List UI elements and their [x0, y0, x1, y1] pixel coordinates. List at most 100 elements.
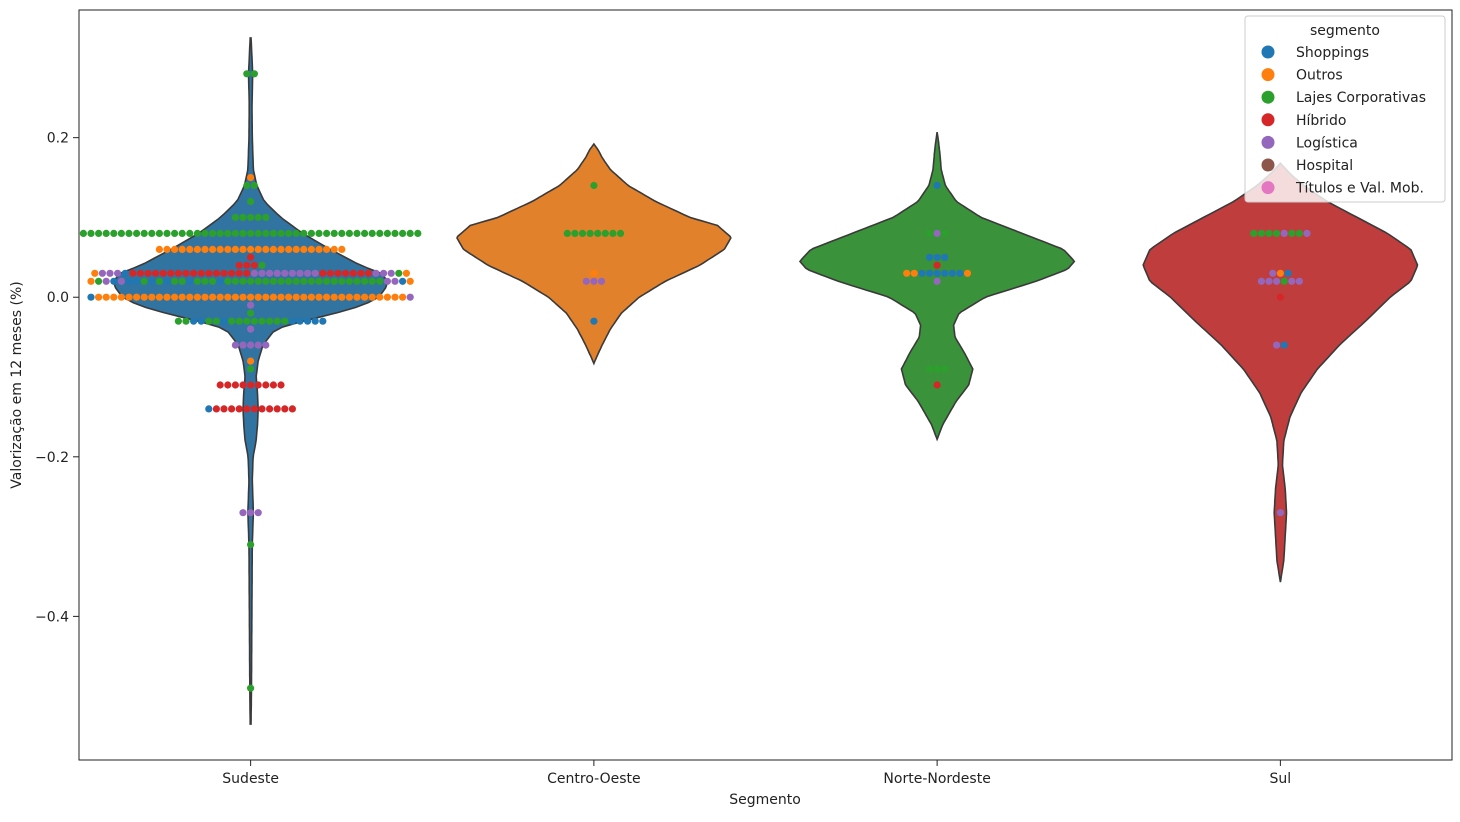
point-norte-nordeste-hibrido: [933, 381, 941, 389]
point-sul-logistica: [1280, 229, 1288, 237]
point-sudeste-hibrido: [254, 381, 262, 389]
point-sudeste-lajes-corporativas: [209, 277, 217, 285]
plot-frame: [78, 9, 1453, 761]
point-sudeste-lajes-corporativas: [269, 277, 277, 285]
point-centro-oeste-logistica: [597, 277, 606, 285]
point-sudeste-shoppings: [296, 317, 304, 325]
point-sudeste-hibrido: [220, 269, 228, 277]
point-sudeste-lajes-corporativas: [330, 277, 338, 285]
point-sudeste-lajes-corporativas: [140, 277, 148, 285]
point-sudeste-outros: [315, 293, 323, 301]
point-sudeste-hibrido: [319, 269, 327, 277]
point-sudeste-lajes-corporativas: [239, 213, 247, 221]
point-sudeste-shoppings: [121, 269, 129, 277]
point-sudeste-lajes-corporativas: [345, 229, 353, 237]
point-sudeste-outros: [262, 245, 270, 253]
point-sudeste-hibrido: [231, 381, 239, 389]
point-sudeste-outros: [193, 293, 201, 301]
point-sudeste-outros: [391, 293, 399, 301]
point-sudeste-lajes-corporativas: [247, 213, 255, 221]
point-sudeste-outros: [231, 245, 239, 253]
point-sul-lajes-corporativas: [1288, 229, 1296, 237]
point-sul-logistica: [1276, 509, 1284, 517]
point-sul-logistica: [1295, 277, 1303, 285]
point-sudeste-logistica: [304, 269, 312, 277]
point-sudeste-hibrido: [182, 269, 190, 277]
point-sudeste-logistica: [372, 269, 380, 277]
point-sudeste-lajes-corporativas: [285, 277, 293, 285]
point-sudeste-hibrido: [174, 269, 182, 277]
point-sudeste-outros: [171, 293, 179, 301]
point-sudeste-hibrido: [228, 269, 236, 277]
point-sul-logistica: [1288, 277, 1296, 285]
point-centro-oeste-lajes-corporativas: [571, 229, 579, 237]
point-sudeste-shoppings: [319, 317, 327, 325]
point-sudeste-hibrido: [235, 261, 243, 269]
point-sudeste-lajes-corporativas: [247, 309, 255, 317]
point-norte-nordeste-lajes-corporativas: [941, 365, 949, 373]
point-sudeste-lajes-corporativas: [239, 277, 247, 285]
point-sudeste-hibrido: [235, 405, 243, 413]
point-sudeste-logistica: [117, 277, 125, 285]
point-sudeste-lajes-corporativas: [277, 229, 285, 237]
point-norte-nordeste-shoppings: [925, 269, 934, 277]
point-sudeste-lajes-corporativas: [224, 277, 232, 285]
point-centro-oeste-lajes-corporativas: [601, 229, 609, 237]
point-sudeste-lajes-corporativas: [345, 277, 353, 285]
point-sudeste-shoppings: [205, 405, 213, 413]
legend-label-hospital: Hospital: [1296, 158, 1353, 174]
point-sudeste-hibrido: [247, 253, 255, 261]
point-sudeste-lajes-corporativas: [163, 229, 171, 237]
point-centro-oeste-outros: [590, 269, 598, 277]
legend-marker-outros: [1261, 68, 1275, 82]
point-sudeste-logistica: [247, 509, 255, 517]
point-sudeste-outros: [307, 293, 315, 301]
point-sudeste-outros: [178, 245, 186, 253]
point-sudeste-lajes-corporativas: [353, 229, 361, 237]
point-sudeste-logistica: [102, 277, 110, 285]
point-sul-lajes-corporativas: [1265, 229, 1273, 237]
point-sudeste-outros: [345, 293, 353, 301]
point-sudeste-lajes-corporativas: [315, 277, 323, 285]
point-sudeste-logistica: [406, 293, 414, 301]
point-sudeste-outros: [201, 293, 209, 301]
point-sudeste-hibrido: [326, 269, 334, 277]
point-sudeste-logistica: [247, 301, 255, 309]
point-sudeste-shoppings: [148, 277, 156, 285]
legend-label-outros: Outros: [1296, 68, 1343, 84]
y-tick-label: 0.2: [47, 131, 69, 147]
point-sudeste-lajes-corporativas: [201, 229, 209, 237]
point-sudeste-lajes-corporativas: [125, 229, 133, 237]
point-sudeste-outros: [330, 293, 338, 301]
point-sudeste-shoppings: [197, 317, 205, 325]
point-centro-oeste-logistica: [582, 277, 590, 285]
points-layer: [79, 70, 1311, 692]
point-sudeste-lajes-corporativas: [330, 229, 338, 237]
point-sudeste-lajes-corporativas: [209, 229, 217, 237]
point-centro-oeste-lajes-corporativas: [609, 229, 617, 237]
point-norte-nordeste-outros: [910, 269, 918, 277]
point-sudeste-lajes-corporativas: [250, 317, 258, 325]
point-sudeste-logistica: [239, 509, 247, 517]
point-sudeste-hibrido: [281, 405, 289, 413]
y-tick-label: 0.0: [47, 290, 69, 306]
point-sudeste-shoppings: [110, 277, 118, 285]
point-sudeste-lajes-corporativas: [243, 317, 251, 325]
legend-box: [1244, 15, 1446, 203]
point-sudeste-lajes-corporativas: [178, 277, 186, 285]
point-sudeste-lajes-corporativas: [273, 317, 281, 325]
point-sudeste-outros: [402, 269, 410, 277]
point-sudeste-hibrido: [220, 405, 228, 413]
legend-label-lajes-corporativas: Lajes Corporativas: [1296, 90, 1426, 106]
point-sudeste-outros: [254, 245, 262, 253]
point-sudeste-lajes-corporativas: [315, 229, 323, 237]
point-sudeste-outros: [353, 293, 361, 301]
point-sudeste-outros: [209, 293, 217, 301]
point-sudeste-outros: [277, 245, 285, 253]
x-axis-label: Segmento: [729, 792, 801, 808]
y-tick-label: −0.4: [35, 609, 69, 625]
point-sudeste-lajes-corporativas: [182, 317, 190, 325]
point-sudeste-hibrido: [288, 405, 296, 413]
point-sudeste-lajes-corporativas: [395, 269, 403, 277]
point-sul-lajes-corporativas: [1273, 229, 1281, 237]
